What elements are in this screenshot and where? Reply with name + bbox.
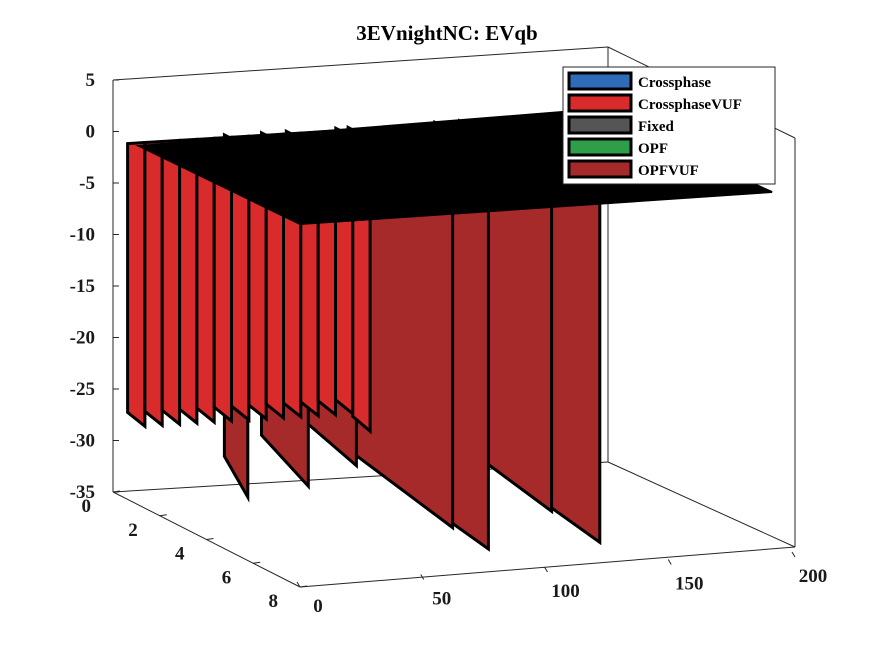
- y-tick-label: 0: [82, 496, 92, 517]
- surface-panel: [160, 138, 182, 428]
- z-tick-label: -30: [70, 431, 95, 452]
- legend-label: Fixed: [638, 119, 674, 135]
- z-tick-label: 0: [86, 122, 96, 143]
- x-tick-mark: [544, 566, 548, 573]
- y-tick-mark: [112, 490, 121, 493]
- legend-swatch: [567, 159, 633, 179]
- y-tick-label: 6: [222, 567, 232, 588]
- x-tick-mark: [667, 559, 672, 565]
- surface-panel: [126, 140, 147, 430]
- z-tick-label: -5: [79, 173, 95, 194]
- y-tick-label: 4: [175, 544, 185, 565]
- surface-panel: [212, 135, 233, 425]
- legend-label: CrossphaseVUF: [638, 97, 742, 113]
- z-axis-ticks: 5 0 -5 -10 -15 -20 -25 -30 -35: [70, 70, 119, 503]
- x-tick-label: 100: [551, 581, 580, 602]
- chart-title: 3EVnightNC: EVqb: [356, 21, 537, 45]
- legend-swatch: [567, 137, 633, 157]
- legend-swatch: [567, 93, 633, 113]
- z-tick-label: -10: [70, 225, 95, 246]
- surface-panel: [230, 134, 251, 424]
- y-tick-mark: [253, 561, 261, 564]
- y-tick-label: 2: [128, 520, 138, 541]
- y-tick-mark: [159, 514, 167, 517]
- legend-swatch: [567, 71, 633, 91]
- legend-label: Crossphase: [638, 75, 711, 91]
- x-tick-label: 50: [432, 589, 451, 610]
- x-tick-label: 0: [313, 596, 323, 617]
- x-tick-label: 200: [799, 566, 828, 587]
- y-tick-label: 8: [269, 591, 279, 612]
- z-tick-label: -35: [70, 482, 95, 503]
- legend-label: OPF: [638, 141, 668, 157]
- y-axis-ticks: 0 2 4 6 8: [82, 490, 308, 612]
- z-tick-label: -15: [70, 276, 95, 297]
- surface-panel: [195, 136, 216, 426]
- legend-swatch: [567, 115, 633, 135]
- x-tick-mark: [791, 551, 796, 558]
- z-tick-label: -20: [70, 328, 95, 349]
- legend-label: OPFVUF: [638, 163, 699, 179]
- y-tick-mark: [299, 585, 308, 588]
- surface-panel: [143, 139, 164, 429]
- x-tick-label: 150: [675, 574, 704, 595]
- y-tick-mark: [206, 538, 214, 540]
- x-tick-mark: [296, 581, 301, 588]
- z-tick-label: -25: [70, 379, 95, 400]
- legend: Crossphase CrossphaseVUF Fixed OPF OPFVUF: [562, 66, 776, 185]
- surface-panel: [178, 137, 199, 427]
- surface-group: [126, 108, 773, 552]
- x-tick-mark: [420, 574, 425, 580]
- z-tick-label: 5: [86, 70, 96, 91]
- x-axis-ticks: 0 50 100 150 200: [296, 551, 828, 617]
